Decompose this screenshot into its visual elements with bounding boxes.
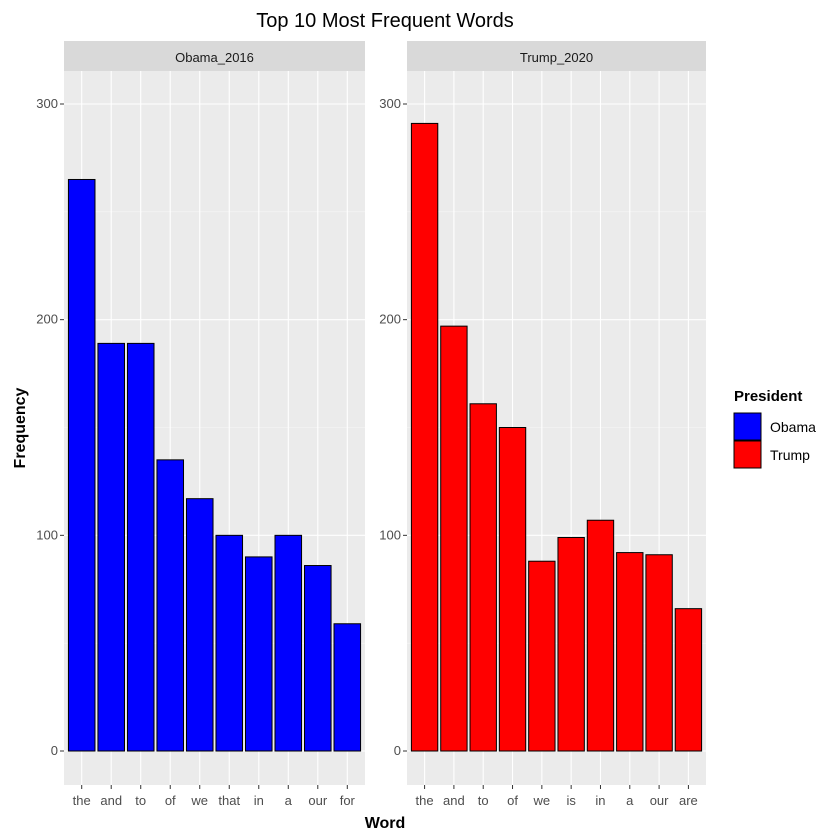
legend-key-trump (733, 440, 762, 469)
legend-label-obama: Obama (770, 419, 816, 435)
bar-to (126, 342, 155, 752)
x-tick-label: that (218, 793, 240, 808)
x-tick-label: of (507, 793, 518, 808)
y-tick-label: 0 (51, 743, 58, 758)
x-tick-label: we (533, 793, 551, 808)
facet-strip (407, 41, 706, 71)
x-tick-label: we (190, 793, 208, 808)
bar-we (528, 560, 556, 752)
bar-in (244, 556, 273, 752)
x-tick-label: are (679, 793, 698, 808)
facet-strip (64, 41, 365, 71)
bar-are (674, 608, 703, 752)
bar-and (440, 325, 468, 752)
y-tick-label: 0 (394, 743, 401, 758)
bar-our (645, 554, 673, 752)
y-tick-label: 100 (36, 527, 58, 542)
y-tick-label: 300 (36, 96, 58, 111)
legend-key-obama (733, 412, 762, 441)
x-axis-title: Word (365, 815, 406, 832)
x-tick-label: for (340, 793, 356, 808)
x-tick-label: a (626, 793, 634, 808)
bar-and (97, 342, 125, 752)
facet-strip-label: Obama_2016 (175, 50, 254, 65)
x-tick-label: the (416, 793, 434, 808)
bar-is (557, 536, 585, 752)
x-tick-label: in (595, 793, 605, 808)
x-tick-label: and (100, 793, 122, 808)
y-tick-label: 200 (36, 312, 58, 327)
bar-for (333, 623, 362, 752)
x-tick-label: to (135, 793, 146, 808)
x-tick-label: in (254, 793, 264, 808)
bar-to (469, 403, 497, 752)
bar-in (586, 519, 615, 752)
chart-title: Top 10 Most Frequent Words (256, 10, 514, 32)
y-tick-label: 100 (379, 527, 401, 542)
x-tick-label: our (650, 793, 669, 808)
facet-strip-label: Trump_2020 (520, 50, 593, 65)
x-tick-label: is (566, 793, 576, 808)
y-tick-label: 300 (379, 96, 401, 111)
x-tick-label: to (478, 793, 489, 808)
bar-our (304, 565, 332, 752)
bar-of (156, 459, 185, 752)
legend-title: President (734, 388, 802, 405)
legend-label-trump: Trump (770, 447, 810, 463)
x-tick-label: of (165, 793, 176, 808)
bar-a (616, 552, 644, 752)
x-tick-label: and (443, 793, 465, 808)
x-tick-label: our (308, 793, 327, 808)
legend: President Obama Trump (733, 388, 816, 469)
x-tick-label: a (285, 793, 293, 808)
y-axis-title: Frequency (12, 387, 29, 468)
bar-a (274, 534, 303, 752)
bar-of (498, 427, 527, 752)
bar-we (185, 498, 214, 752)
x-tick-label: the (73, 793, 91, 808)
bar-the (67, 178, 96, 752)
bar-the (410, 122, 439, 752)
y-tick-label: 200 (379, 312, 401, 327)
bar-that (215, 534, 244, 752)
